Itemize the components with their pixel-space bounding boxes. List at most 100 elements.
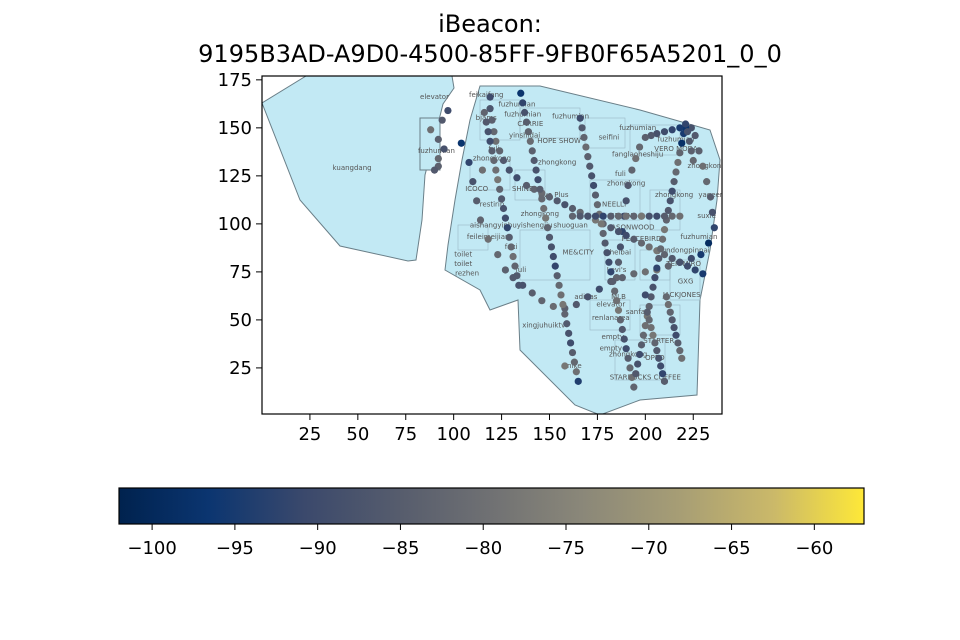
room-label: fuzhumian [552,112,589,120]
signal-point [703,178,711,186]
signal-point [685,137,694,145]
signal-point [607,268,615,276]
room-outlines [457,99,701,381]
signal-point [576,114,584,122]
room-label: ME&CITY [563,249,595,257]
room-label: fuzhumian [418,147,455,155]
signal-point [549,302,557,311]
room-label: fuli [615,170,626,178]
signal-point [593,201,602,209]
signal-point [653,212,661,220]
signal-point [681,120,690,128]
room-label: VERO MODA [654,145,698,153]
signal-point [540,204,548,213]
signal-point [651,339,659,347]
signal-point [591,212,600,220]
x-tick-label: 150 [532,424,566,445]
room-label: empty [600,345,622,353]
room-label: TEN MIRO [665,260,701,268]
signal-point [649,283,657,291]
x-tick-label: 25 [298,424,321,445]
room-label: JACKJONES [662,291,701,299]
signal-point [599,229,607,238]
room-label: zhongkong [655,191,693,199]
signal-point [645,212,653,220]
signal-point [505,166,513,174]
signal-point [501,266,510,274]
room-label: zhongkong [538,158,576,166]
signal-point [509,252,517,261]
x-axis: 25 50 75 100 125 150 175 200 225 [298,414,710,445]
signal-point [526,137,534,145]
signal-point [676,149,684,157]
signal-point [482,118,490,126]
signal-point [630,235,638,243]
signal-point [488,147,496,155]
signal-point [545,193,554,201]
signal-point [444,106,452,115]
signal-point [572,368,580,376]
signal-point [501,214,510,222]
signal-point [614,212,623,220]
signal-point [486,137,494,145]
signal-point [664,206,672,215]
chart-title-line1: iBeacon: [438,10,542,38]
signal-point [513,272,521,280]
signal-point [497,195,506,203]
signal-point [601,239,609,247]
signal-point [630,383,638,391]
signal-point [668,316,676,324]
signal-point [528,147,536,155]
signal-point [634,360,642,368]
signal-point [513,174,521,182]
room-label: zhongkong [609,350,647,358]
signal-point [532,166,540,174]
signal-point [676,124,684,132]
signal-point [708,208,717,216]
signal-point [641,322,649,330]
room-label: CARRIE [517,120,543,128]
signal-point [517,89,525,97]
signal-point [484,128,492,136]
signal-point [668,212,676,220]
signal-points [427,89,718,391]
floor-area-west-strip [419,117,441,171]
y-tick-label: 150 [218,118,252,139]
signal-point [607,224,615,232]
signal-point [628,166,636,174]
room-label: zhongkong [521,210,559,218]
signal-point [649,331,657,339]
room-label: empty [602,333,624,341]
room-label: JASONWOOD [608,224,654,232]
signal-point [672,168,680,176]
signal-point [637,239,646,247]
signal-point [614,258,623,266]
signal-point [469,178,477,186]
signal-point [697,251,705,259]
signal-point [678,139,686,147]
y-tick-label: 175 [218,70,252,91]
signal-point [660,377,669,385]
room-label: fuzhumian [658,135,695,143]
signal-point [699,270,707,278]
signal-point [622,231,630,239]
room-label: nike [567,362,582,370]
signal-point [568,212,577,220]
signal-point [570,358,579,366]
signal-point [620,335,628,343]
signal-point [683,262,692,270]
signal-point [572,300,580,309]
signal-point [635,143,644,151]
y-tick-label: 100 [218,214,252,235]
signal-point [664,262,672,270]
signal-point [530,156,538,165]
signal-point [503,224,511,232]
map-frame [261,75,723,415]
signal-point [624,181,632,190]
signal-point [624,354,632,362]
signal-point [528,289,536,297]
signal-point [499,156,508,165]
signal-point [666,197,674,205]
signal-point [584,153,592,161]
